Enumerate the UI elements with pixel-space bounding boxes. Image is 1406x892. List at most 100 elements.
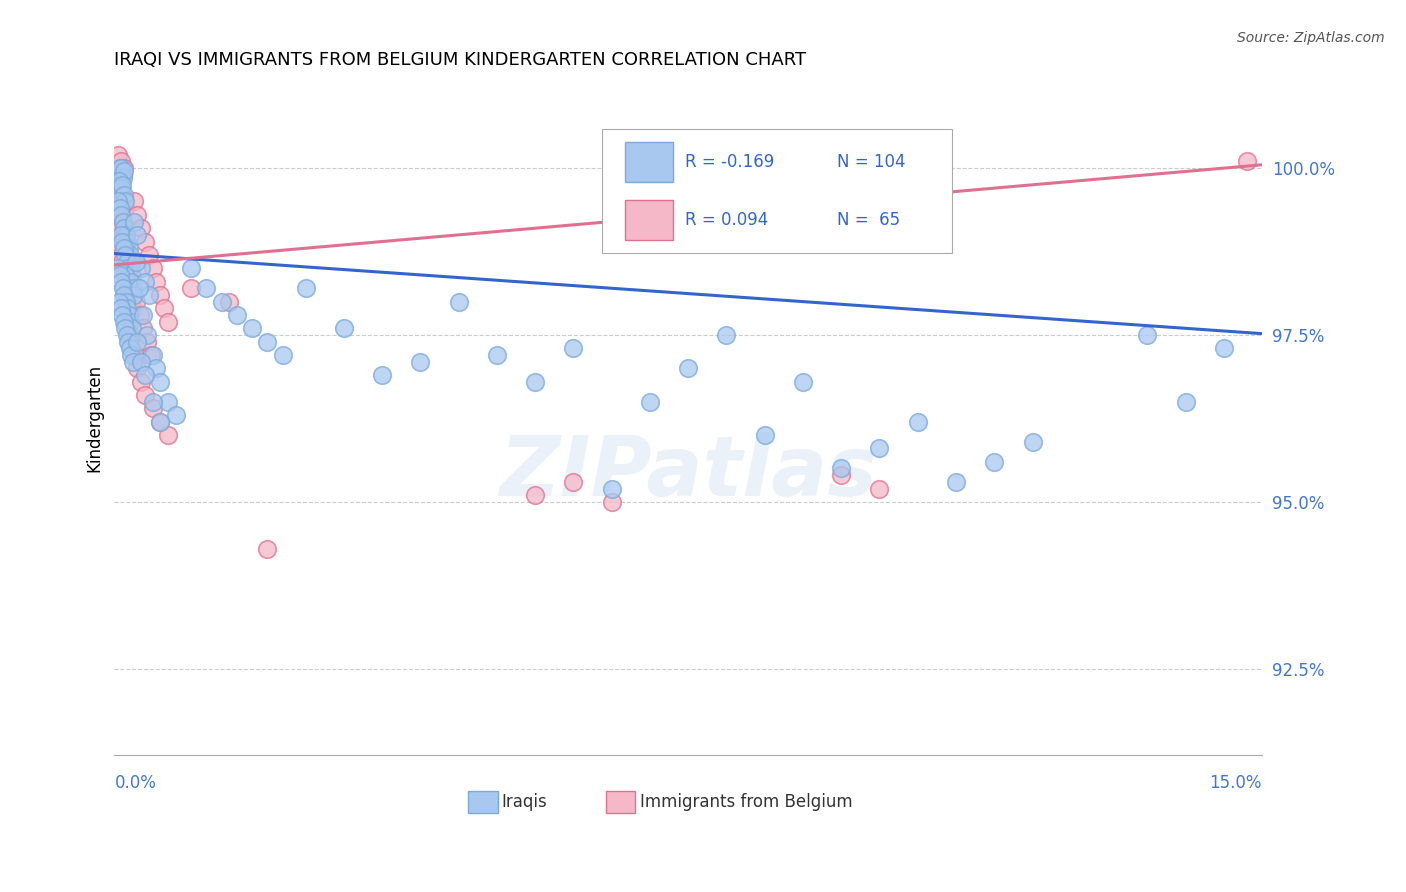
Point: [108, 201, 131, 215]
Text: 15.0%: 15.0%: [1209, 774, 1263, 792]
Point: [108, 161, 131, 175]
Point: [117, 334, 139, 349]
Point: [945, 475, 967, 489]
Point: [110, 301, 132, 316]
Point: [371, 368, 394, 382]
FancyBboxPatch shape: [606, 790, 636, 814]
Point: [125, 254, 148, 268]
Point: [120, 261, 142, 276]
Point: [138, 248, 160, 262]
Point: [218, 294, 240, 309]
Point: [112, 235, 135, 249]
Point: [149, 375, 172, 389]
Point: [107, 194, 129, 209]
Point: [112, 187, 135, 202]
Point: [117, 235, 139, 249]
Point: [271, 348, 294, 362]
FancyBboxPatch shape: [626, 142, 673, 182]
Point: [754, 428, 776, 442]
Point: [108, 214, 131, 228]
Point: [114, 201, 136, 215]
Point: [1021, 434, 1043, 449]
Point: [121, 254, 143, 268]
Point: [118, 288, 141, 302]
Point: [111, 171, 134, 186]
Point: [142, 401, 165, 416]
Point: [115, 241, 138, 255]
Point: [120, 315, 142, 329]
Point: [110, 248, 132, 262]
Point: [114, 248, 136, 262]
Point: [108, 174, 131, 188]
Point: [107, 261, 129, 276]
Point: [524, 488, 547, 502]
Point: [127, 227, 149, 242]
Point: [111, 178, 134, 192]
Point: [127, 334, 149, 349]
Point: [129, 261, 152, 276]
Point: [118, 241, 141, 255]
Point: [120, 294, 142, 309]
Point: [117, 261, 139, 276]
Point: [117, 248, 139, 262]
Point: [869, 442, 891, 456]
Point: [128, 308, 150, 322]
Point: [180, 261, 202, 276]
Point: [156, 428, 179, 442]
Point: [117, 301, 139, 316]
Point: [121, 354, 143, 368]
Point: [136, 334, 159, 349]
Point: [142, 261, 165, 276]
Point: [110, 227, 132, 242]
Point: [1212, 342, 1234, 356]
FancyBboxPatch shape: [602, 128, 952, 253]
Point: [142, 348, 165, 362]
Point: [129, 221, 152, 235]
Point: [112, 161, 135, 175]
Point: [108, 268, 131, 282]
Point: [114, 321, 136, 335]
Point: [132, 308, 155, 322]
Point: [562, 475, 585, 489]
Point: [112, 261, 135, 276]
Point: [111, 214, 134, 228]
Point: [149, 415, 172, 429]
FancyBboxPatch shape: [626, 200, 673, 240]
Point: [127, 361, 149, 376]
Point: [145, 275, 167, 289]
Point: [111, 281, 134, 295]
Point: [120, 248, 142, 262]
Point: [256, 541, 278, 556]
Point: [112, 164, 135, 178]
Point: [485, 348, 508, 362]
Point: [112, 288, 135, 302]
Text: IRAQI VS IMMIGRANTS FROM BELGIUM KINDERGARTEN CORRELATION CHART: IRAQI VS IMMIGRANTS FROM BELGIUM KINDERG…: [114, 51, 807, 69]
Text: R = 0.094: R = 0.094: [685, 211, 768, 229]
Point: [156, 315, 179, 329]
Point: [149, 415, 172, 429]
Point: [122, 348, 145, 362]
Text: Source: ZipAtlas.com: Source: ZipAtlas.com: [1237, 31, 1385, 45]
Point: [830, 461, 852, 475]
Text: N =  65: N = 65: [838, 211, 900, 229]
Point: [1174, 394, 1197, 409]
Point: [195, 281, 218, 295]
Point: [256, 334, 278, 349]
Point: [118, 254, 141, 268]
Point: [180, 281, 202, 295]
FancyBboxPatch shape: [468, 790, 498, 814]
Point: [120, 275, 142, 289]
Point: [409, 354, 432, 368]
Point: [111, 227, 134, 242]
Point: [129, 354, 152, 368]
Point: [211, 294, 233, 309]
Point: [294, 281, 316, 295]
Point: [110, 161, 132, 175]
Point: [134, 368, 156, 382]
Point: [122, 194, 145, 209]
Point: [110, 181, 132, 195]
Point: [111, 254, 134, 268]
Point: [225, 308, 247, 322]
Point: [562, 342, 585, 356]
Point: [111, 308, 134, 322]
